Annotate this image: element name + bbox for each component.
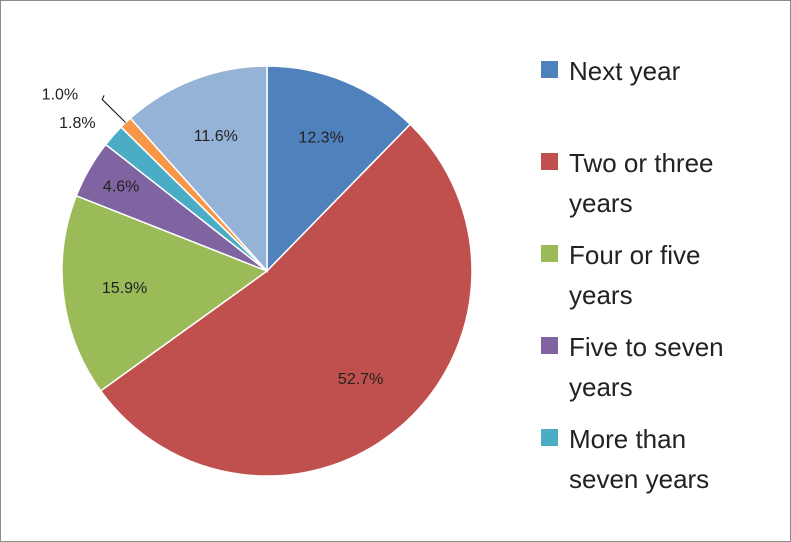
pie-slice [61, 194, 269, 392]
pie-slice [99, 123, 473, 477]
pie-slice [266, 65, 412, 273]
data-label: 1.8% [59, 115, 95, 132]
legend-swatch [541, 61, 558, 78]
legend-label: More than seven years [569, 424, 710, 494]
legend-label: Two or three years [569, 148, 714, 218]
data-label: 11.6% [194, 128, 238, 145]
leader-line [101, 95, 126, 123]
legend-label: Five to seven years [569, 332, 724, 402]
data-label: 1.0% [42, 87, 78, 104]
legend-label: Next year [569, 56, 681, 86]
legend-swatch [541, 153, 558, 170]
legend-label: Four or five years [569, 240, 701, 310]
pie-slice [129, 65, 268, 273]
data-label: 4.6% [103, 179, 139, 196]
legend-swatch [541, 245, 558, 262]
legend-swatch [541, 429, 558, 446]
legend-swatch [541, 337, 558, 354]
data-label: 52.7% [338, 371, 383, 388]
data-label: 12.3% [298, 129, 343, 146]
data-label: 15.9% [102, 280, 147, 297]
